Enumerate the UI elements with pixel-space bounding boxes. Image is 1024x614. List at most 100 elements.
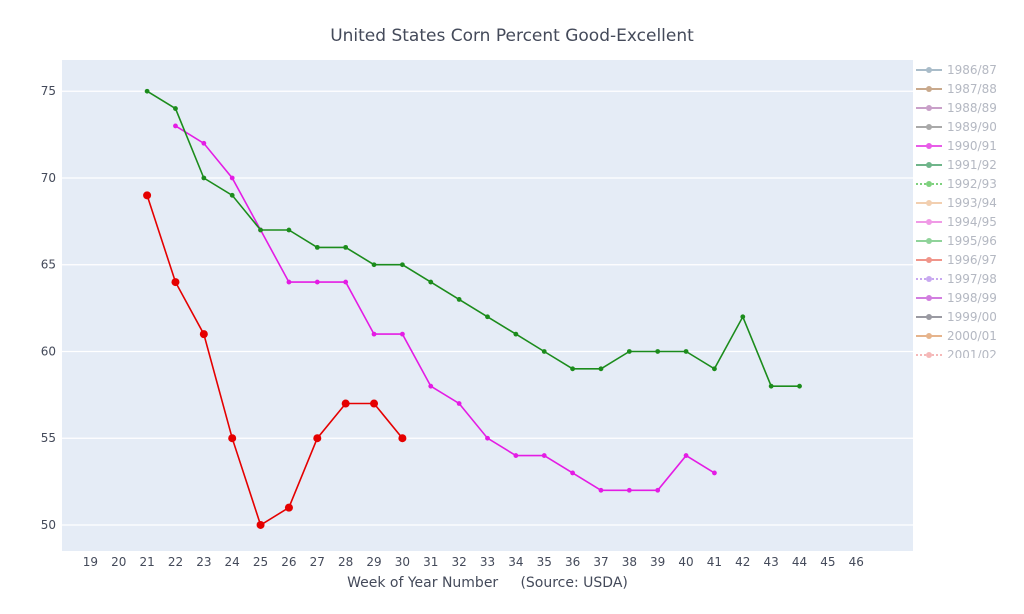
data-point[interactable] bbox=[258, 227, 263, 233]
x-tick-label: 27 bbox=[310, 555, 325, 569]
legend-item[interactable]: 1991/92 bbox=[914, 155, 1024, 174]
data-point[interactable] bbox=[370, 399, 379, 408]
data-point[interactable] bbox=[456, 401, 462, 406]
chart-title: United States Corn Percent Good-Excellen… bbox=[330, 26, 694, 46]
x-tick-label: 44 bbox=[792, 555, 807, 569]
data-point[interactable] bbox=[712, 470, 717, 476]
data-point[interactable] bbox=[171, 278, 180, 287]
legend-item[interactable]: 1999/00 bbox=[914, 307, 1024, 326]
legend-swatch bbox=[916, 142, 942, 149]
data-point[interactable] bbox=[513, 453, 519, 458]
y-tick-label: 65 bbox=[41, 258, 56, 272]
data-point[interactable] bbox=[797, 383, 802, 389]
legend-item[interactable]: 1989/90 bbox=[914, 117, 1024, 136]
legend-item[interactable]: 1998/99 bbox=[914, 288, 1024, 307]
data-point[interactable] bbox=[229, 175, 235, 181]
legend-swatch bbox=[916, 123, 942, 130]
x-tick-label: 41 bbox=[707, 555, 722, 569]
data-point[interactable] bbox=[626, 487, 632, 493]
data-point[interactable] bbox=[768, 383, 774, 389]
legend-item[interactable]: 1997/98 bbox=[914, 269, 1024, 288]
legend-label: 1994/95 bbox=[947, 214, 997, 229]
data-point[interactable] bbox=[712, 366, 717, 372]
y-tick-label: 70 bbox=[41, 171, 56, 185]
data-point[interactable] bbox=[400, 262, 405, 268]
data-point[interactable] bbox=[343, 244, 349, 250]
data-point[interactable] bbox=[313, 434, 322, 443]
data-point[interactable] bbox=[256, 520, 265, 529]
data-point[interactable] bbox=[485, 435, 490, 441]
legend-item[interactable]: 1993/94 bbox=[914, 193, 1024, 212]
data-point[interactable] bbox=[284, 503, 293, 512]
data-point[interactable] bbox=[201, 140, 207, 146]
x-tick-label: 23 bbox=[196, 555, 211, 569]
y-tick-label: 50 bbox=[41, 518, 56, 532]
legend-item[interactable]: 1990/91 bbox=[914, 136, 1024, 155]
data-point[interactable] bbox=[314, 244, 320, 250]
y-tick-label: 55 bbox=[41, 431, 56, 445]
data-point[interactable] bbox=[144, 88, 150, 94]
data-point[interactable] bbox=[371, 331, 377, 337]
legend-swatch bbox=[916, 180, 942, 187]
legend-swatch bbox=[916, 218, 942, 225]
legend-label: 1990/91 bbox=[947, 138, 997, 153]
series-line-1[interactable] bbox=[175, 125, 715, 492]
data-point[interactable] bbox=[173, 106, 178, 111]
legend-swatch bbox=[916, 256, 942, 263]
data-point[interactable] bbox=[513, 331, 519, 337]
legend-item[interactable]: 1996/97 bbox=[914, 250, 1024, 269]
series-line-2[interactable] bbox=[146, 90, 800, 388]
legend: 1986/87 1987/88 1988/89 1989/90 1990/91 1991/… bbox=[914, 60, 1024, 358]
data-point[interactable] bbox=[598, 366, 604, 372]
legend-item[interactable]: 1995/96 bbox=[914, 231, 1024, 250]
data-point[interactable] bbox=[598, 487, 604, 493]
data-point[interactable] bbox=[456, 297, 462, 302]
x-tick-label: 31 bbox=[423, 555, 438, 569]
data-point[interactable] bbox=[541, 349, 547, 354]
legend-item[interactable]: 1988/89 bbox=[914, 98, 1024, 117]
legend-item[interactable]: 2000/01 bbox=[914, 326, 1024, 345]
x-tick-label: 20 bbox=[111, 555, 126, 569]
data-point[interactable] bbox=[400, 331, 405, 337]
data-point[interactable] bbox=[341, 399, 350, 408]
data-point[interactable] bbox=[570, 470, 575, 476]
legend-item[interactable]: 1994/95 bbox=[914, 212, 1024, 231]
legend-label: 1999/00 bbox=[947, 309, 997, 324]
x-tick-label: 46 bbox=[849, 555, 864, 569]
data-point[interactable] bbox=[485, 314, 490, 320]
data-point[interactable] bbox=[286, 227, 292, 233]
series-line-0[interactable] bbox=[146, 195, 404, 527]
data-point[interactable] bbox=[428, 383, 434, 389]
data-point[interactable] bbox=[398, 434, 407, 443]
legend-item[interactable]: 1986/87 bbox=[914, 60, 1024, 79]
legend-label: 1988/89 bbox=[947, 100, 997, 115]
legend-item[interactable]: 1992/93 bbox=[914, 174, 1024, 193]
legend-swatch bbox=[916, 294, 942, 301]
data-point[interactable] bbox=[201, 175, 207, 181]
x-tick-label: 34 bbox=[508, 555, 523, 569]
legend-swatch bbox=[916, 237, 942, 244]
legend-label: 1996/97 bbox=[947, 252, 997, 267]
data-point[interactable] bbox=[314, 279, 320, 285]
data-point[interactable] bbox=[655, 487, 661, 493]
data-point[interactable] bbox=[655, 349, 661, 354]
x-tick-label: 25 bbox=[253, 555, 268, 569]
data-point[interactable] bbox=[343, 279, 349, 285]
data-point[interactable] bbox=[740, 314, 746, 320]
data-point[interactable] bbox=[173, 123, 178, 129]
data-point[interactable] bbox=[683, 349, 689, 354]
legend-item[interactable]: 2001/02 bbox=[914, 345, 1024, 358]
data-point[interactable] bbox=[570, 366, 575, 372]
data-point[interactable] bbox=[199, 330, 208, 339]
data-point[interactable] bbox=[228, 434, 237, 443]
legend-item[interactable]: 1987/88 bbox=[914, 79, 1024, 98]
data-point[interactable] bbox=[229, 192, 235, 198]
data-point[interactable] bbox=[143, 191, 152, 200]
data-point[interactable] bbox=[286, 279, 292, 285]
data-point[interactable] bbox=[371, 262, 377, 268]
data-point[interactable] bbox=[683, 453, 689, 458]
data-point[interactable] bbox=[541, 453, 547, 458]
data-point[interactable] bbox=[626, 349, 632, 354]
data-point[interactable] bbox=[428, 279, 434, 285]
